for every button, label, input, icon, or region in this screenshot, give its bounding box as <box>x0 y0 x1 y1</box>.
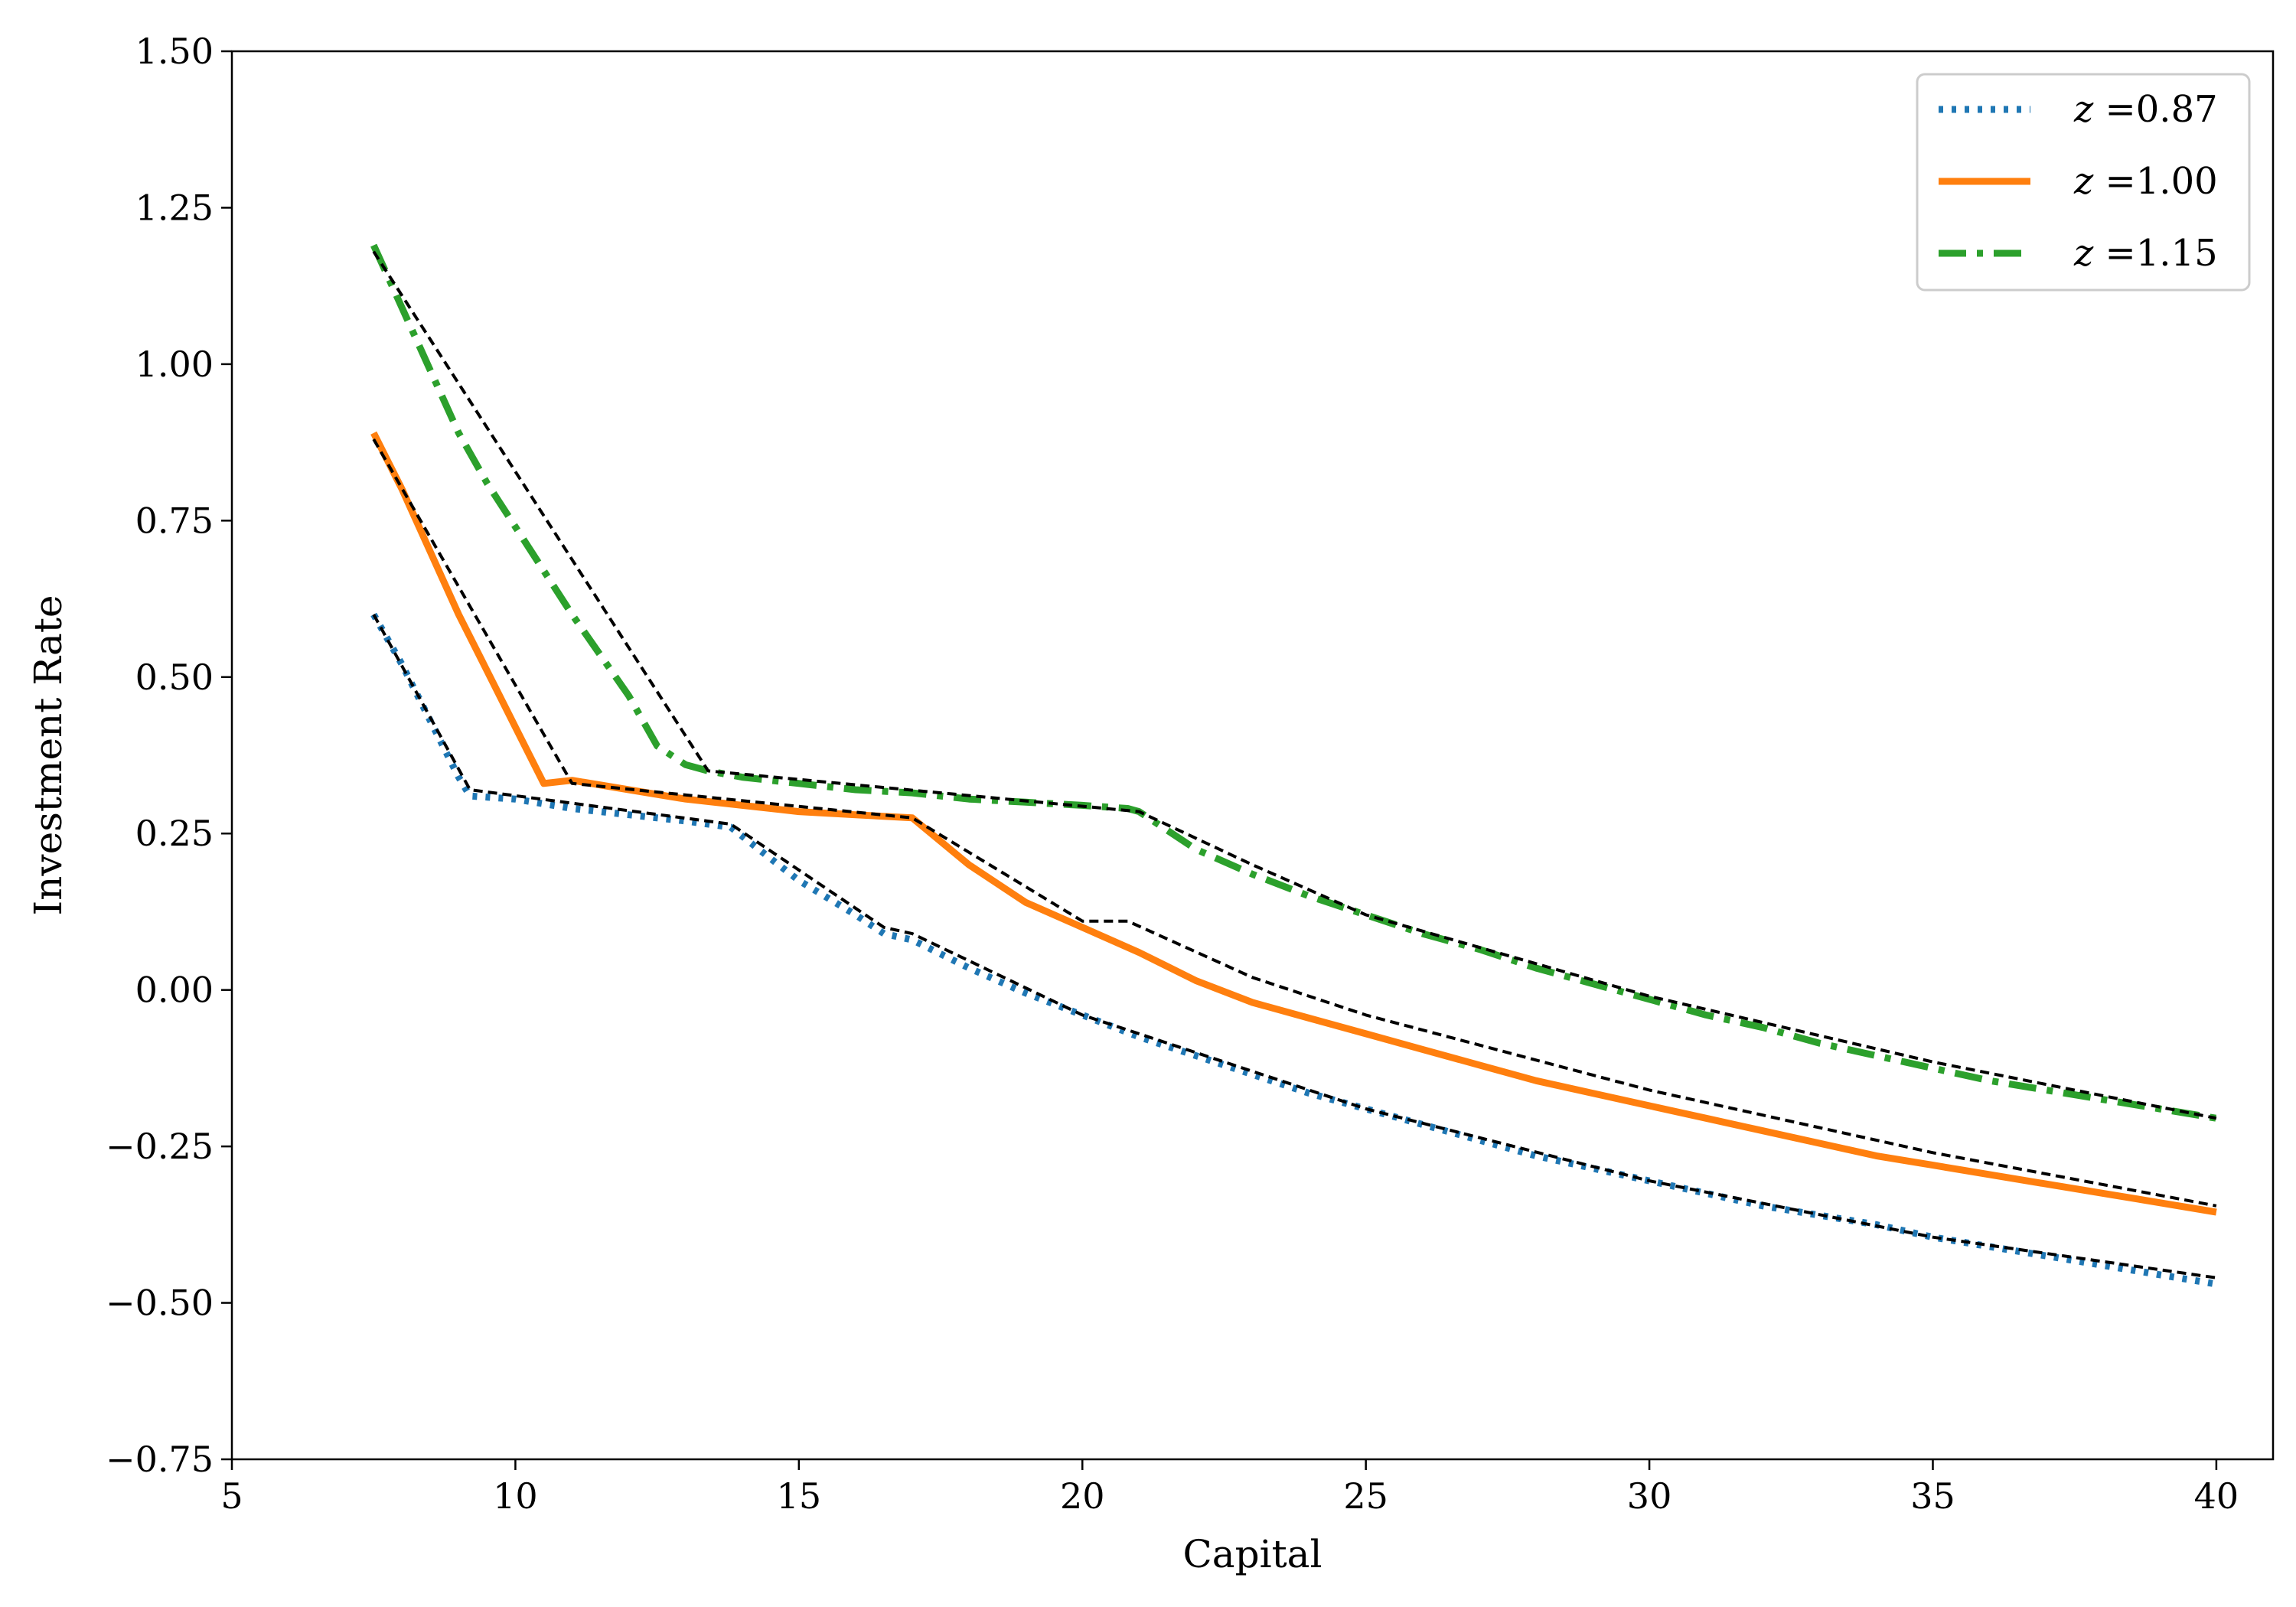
overlay-line-2 <box>372 438 2217 1208</box>
y-axis-ticks: −0.75 −0.50 −0.25 0.00 0.25 0.50 0.75 1.00 1.25 1… <box>106 31 232 1480</box>
y-tick-label: 0.75 <box>135 500 214 541</box>
x-axis-ticks: 5 10 15 20 25 30 35 40 <box>220 1459 2239 1517</box>
y-tick-label: 0.25 <box>135 813 214 854</box>
legend-label-2: z =1.00 <box>2073 160 2218 203</box>
legend-label-1: z =0.87 <box>2073 88 2218 131</box>
x-tick-label: 5 <box>220 1475 243 1517</box>
overlay-line-3 <box>372 250 2217 1120</box>
y-tick-label: 1.50 <box>135 31 214 72</box>
y-tick-label: −0.75 <box>106 1439 214 1480</box>
legend-box <box>1916 73 2251 292</box>
legend-label-3: z =1.15 <box>2073 232 2218 275</box>
overlay-line-1 <box>372 614 2217 1279</box>
x-axis-label: Capital <box>1183 1532 1322 1576</box>
y-axis-label: Investment Rate <box>26 595 70 915</box>
series-line-2 <box>370 431 2217 1216</box>
x-tick-label: 15 <box>777 1475 822 1517</box>
x-tick-label: 25 <box>1343 1475 1388 1517</box>
plot-frame <box>230 50 2275 1461</box>
legend: z =0.87 z =1.00 z =1.15 <box>1916 73 2251 292</box>
y-tick-label: 1.00 <box>135 344 214 385</box>
y-tick-label: −0.25 <box>106 1126 214 1167</box>
overlay-layer <box>372 250 2217 1279</box>
y-tick-label: −0.50 <box>106 1283 214 1324</box>
y-tick-label: 0.50 <box>135 657 214 698</box>
x-tick-label: 40 <box>2194 1475 2239 1517</box>
x-tick-label: 20 <box>1060 1475 1105 1517</box>
x-tick-label: 10 <box>493 1475 538 1517</box>
y-tick-label: 0.00 <box>135 970 214 1011</box>
y-tick-label: 1.25 <box>135 187 214 228</box>
x-tick-label: 30 <box>1627 1475 1672 1517</box>
x-tick-label: 35 <box>1910 1475 1955 1517</box>
